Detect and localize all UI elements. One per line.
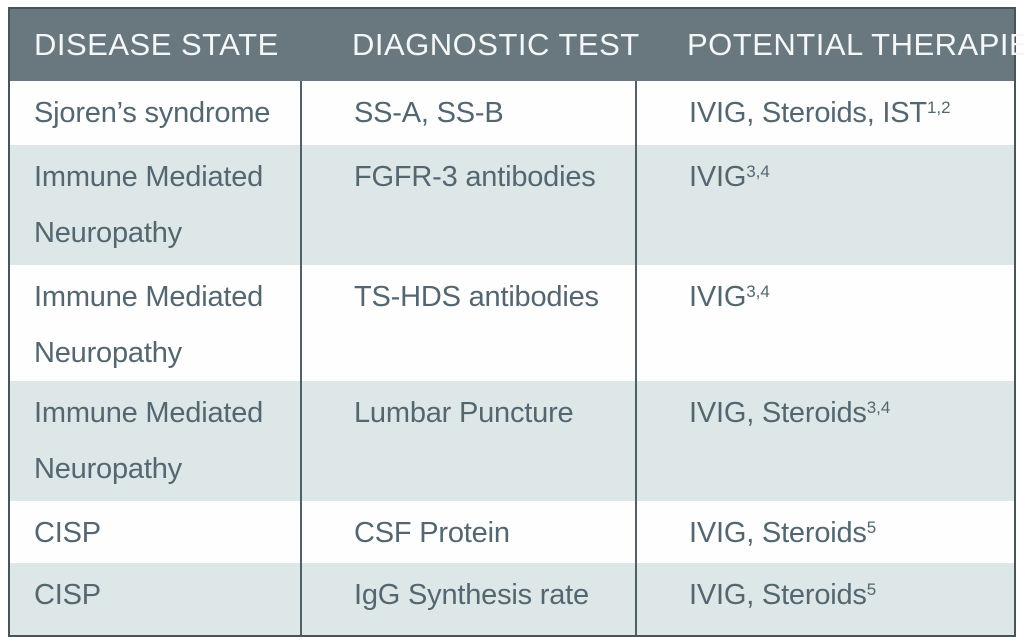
table-row: Immune Mediated Neuropathy TS-HDS antibo… — [10, 265, 1014, 381]
cell-disease-state: Immune Mediated Neuropathy — [10, 145, 300, 265]
cell-diagnostic-test: CSF Protein — [300, 501, 635, 563]
therapy-text: IVIG — [689, 161, 747, 193]
cell-potential-therapies: IVIG3,4 — [635, 145, 1014, 265]
table-row: CISP CSF Protein IVIG, Steroids5 — [10, 501, 1014, 563]
cell-diagnostic-test: Lumbar Puncture — [300, 381, 635, 501]
reference-superscript: 3,4 — [746, 161, 770, 181]
table-row: Immune Mediated Neuropathy FGFR-3 antibo… — [10, 145, 1014, 265]
therapy-text: IVIG — [689, 281, 747, 313]
reference-superscript: 3,4 — [866, 397, 891, 417]
therapy-text: IVIG, Steroids, IST — [689, 97, 927, 129]
table-body: Sjoren’s syndrome SS-A, SS-B IVIG, Stero… — [10, 81, 1014, 635]
table-header: DISEASE STATE DIAGNOSTIC TEST POTENTIAL … — [10, 9, 1024, 81]
cell-potential-therapies: IVIG, Steroids3,4 — [635, 381, 1014, 501]
table-row: CISP IgG Synthesis rate IVIG, Steroids5 — [10, 563, 1014, 635]
therapy-text: IVIG, Steroids — [689, 517, 867, 549]
column-header-disease-state: DISEASE STATE — [10, 9, 300, 81]
cell-disease-state: Sjoren’s syndrome — [10, 81, 300, 145]
reference-superscript: 5 — [866, 517, 877, 537]
reference-superscript: 1,2 — [926, 97, 951, 117]
column-header-potential-therapies: POTENTIAL THERAPIES — [635, 9, 1024, 81]
cell-disease-state: Immune Mediated Neuropathy — [10, 381, 300, 501]
table-row: Immune Mediated Neuropathy Lumbar Punctu… — [10, 381, 1014, 501]
table-row: Sjoren’s syndrome SS-A, SS-B IVIG, Stero… — [10, 81, 1014, 145]
cell-disease-state: CISP — [10, 563, 300, 635]
therapy-text: IVIG, Steroids — [689, 397, 867, 429]
reference-superscript: 3,4 — [746, 281, 770, 301]
cell-potential-therapies: IVIG3,4 — [635, 265, 1014, 381]
reference-superscript: 5 — [866, 579, 877, 599]
header-row: DISEASE STATE DIAGNOSTIC TEST POTENTIAL … — [10, 9, 1024, 81]
disease-diagnostic-therapies-table: DISEASE STATE DIAGNOSTIC TEST POTENTIAL … — [8, 7, 1024, 637]
cell-diagnostic-test: TS-HDS antibodies — [300, 265, 635, 381]
cell-disease-state: CISP — [10, 501, 300, 563]
therapy-text: IVIG, Steroids — [689, 579, 867, 611]
cell-diagnostic-test: SS-A, SS-B — [300, 81, 635, 145]
cell-diagnostic-test: IgG Synthesis rate — [300, 563, 635, 635]
cell-potential-therapies: IVIG, Steroids5 — [635, 501, 1014, 563]
cell-potential-therapies: IVIG, Steroids5 — [635, 563, 1014, 635]
cell-disease-state: Immune Mediated Neuropathy — [10, 265, 300, 381]
cell-diagnostic-test: FGFR-3 antibodies — [300, 145, 635, 265]
cell-potential-therapies: IVIG, Steroids, IST1,2 — [635, 81, 1014, 145]
column-header-diagnostic-test: DIAGNOSTIC TEST — [300, 9, 639, 81]
